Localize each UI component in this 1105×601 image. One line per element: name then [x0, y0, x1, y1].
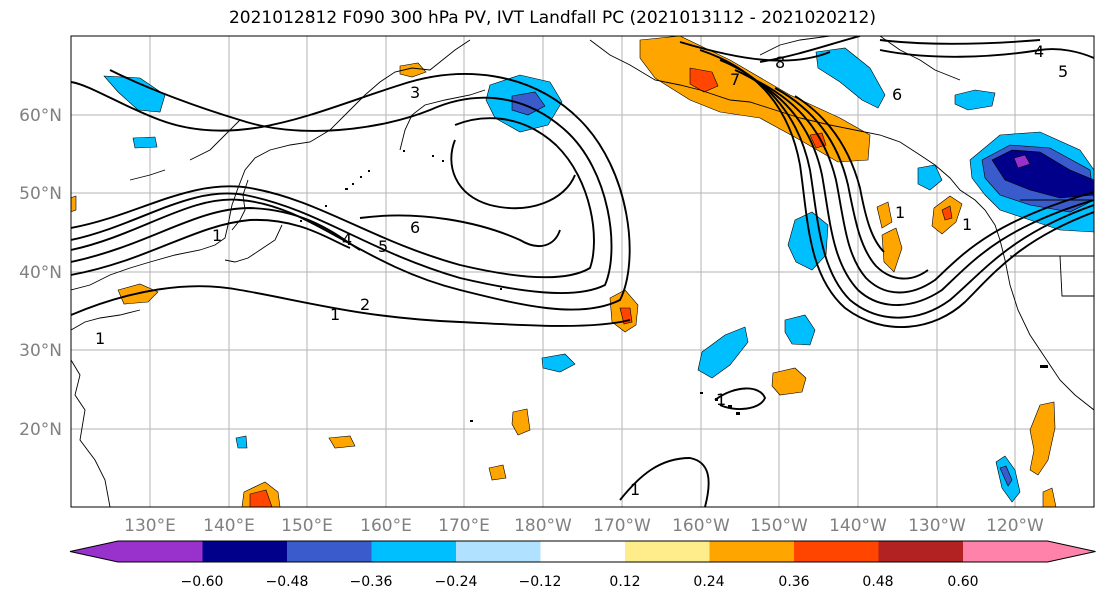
lon-tick-label: 130°E — [124, 516, 176, 536]
islands — [300, 150, 1048, 422]
lon-tick-label: 150°W — [750, 516, 808, 536]
colorbar-label: −0.48 — [266, 574, 309, 590]
contour-label: 1 — [716, 390, 726, 409]
colorbar-swatch — [118, 541, 203, 562]
negative-anomaly-blob — [815, 47, 886, 109]
contour-label: 1 — [330, 305, 340, 324]
colorbar-swatch — [287, 541, 372, 562]
colorbar-swatch — [456, 541, 541, 562]
colorbar-swatch — [625, 541, 710, 562]
contour-label: 1 — [962, 215, 972, 234]
lon-tick-label: 140°E — [203, 516, 255, 536]
colorbar-label: −0.36 — [350, 574, 393, 590]
contour-labels: 3 6 1 4 5 1 2 1 8 7 6 5 4 1 1 1 1 — [95, 42, 1068, 499]
colorbar-swatch — [540, 541, 626, 562]
colorbar-label: −0.24 — [435, 574, 478, 590]
contour-label: 1 — [95, 329, 105, 348]
coastlines — [71, 36, 1094, 507]
lat-tick-label: 40°N — [19, 263, 62, 283]
contour-label: 4 — [342, 230, 352, 249]
colorbar-label: −0.12 — [519, 574, 562, 590]
colorbar — [69, 540, 1096, 563]
contour-label: 7 — [730, 70, 740, 89]
positive-anomaly-blob — [689, 67, 719, 93]
colorbar-labels: −0.60 −0.48 −0.36 −0.24 −0.12 0.12 0.24 … — [181, 574, 979, 590]
positive-anomaly-blob — [771, 367, 807, 396]
colorbar-swatch — [709, 541, 795, 562]
negative-anomaly-blob — [999, 465, 1013, 487]
colorbar-label: 0.36 — [778, 574, 809, 590]
negative-anomaly-blob — [1013, 154, 1031, 169]
gridlines — [71, 36, 1094, 507]
negative-anomaly-blob — [103, 75, 166, 113]
lat-tick-label: 50°N — [19, 184, 62, 204]
colorbar-label: 0.48 — [862, 574, 893, 590]
colorbar-extend-min — [70, 541, 118, 562]
contour-label: 6 — [410, 218, 420, 237]
lat-tick-label: 30°N — [19, 341, 62, 361]
lon-tick-labels: 130°E 140°E 150°E 160°E 170°E 180°W 170°… — [124, 516, 1044, 536]
contour-label: 3 — [410, 83, 420, 102]
colorbar-outline — [69, 540, 1096, 563]
colorbar-swatch — [963, 541, 1048, 562]
colorbar-label: 0.24 — [693, 574, 724, 590]
negative-anomaly-blob — [917, 164, 943, 191]
pv-anomaly-fills — [71, 36, 1094, 507]
lat-tick-labels: 20°N 30°N 40°N 50°N 60°N — [19, 106, 62, 440]
lon-tick-label: 160°E — [360, 516, 412, 536]
lat-tick-label: 20°N — [19, 420, 62, 440]
lon-tick-label: 140°W — [829, 516, 887, 536]
lon-tick-label: 120°W — [986, 516, 1044, 536]
negative-anomaly-blob — [954, 89, 996, 111]
lon-tick-label: 170°W — [593, 516, 651, 536]
colorbar-swatch — [202, 541, 288, 562]
lon-tick-label: 150°E — [281, 516, 333, 536]
contour-label: 5 — [378, 237, 388, 256]
contour-label: 8 — [775, 53, 785, 72]
lon-tick-label: 130°W — [908, 516, 966, 536]
colorbar-swatch — [371, 541, 457, 562]
lon-tick-label: 160°W — [672, 516, 730, 536]
colorbar-extend-max — [1047, 541, 1096, 562]
positive-anomaly-blob — [1029, 401, 1056, 476]
positive-anomaly-blob — [328, 435, 356, 449]
colorbar-label: 0.12 — [609, 574, 640, 590]
positive-anomaly-blob — [639, 36, 871, 163]
negative-anomaly-blob — [541, 353, 576, 373]
contour-label: 2 — [360, 295, 370, 314]
contour-label: 1 — [212, 226, 222, 245]
positive-anomaly-blob — [71, 195, 77, 212]
positive-anomaly-blob — [249, 489, 273, 507]
positive-anomaly-blob — [1042, 487, 1057, 507]
map-frame — [70, 35, 1095, 508]
positive-anomaly-blob — [881, 227, 903, 273]
colorbar-label: −0.60 — [181, 574, 224, 590]
contour-label: 1 — [630, 480, 640, 499]
negative-anomaly-blob — [784, 314, 816, 346]
colorbar-label: 0.60 — [947, 574, 978, 590]
map-title: 2021012812 F090 300 hPa PV, IVT Landfall… — [228, 8, 876, 28]
negative-anomaly-blob — [235, 435, 248, 449]
positive-anomaly-blob — [876, 201, 893, 229]
positive-anomaly-blob — [488, 464, 507, 481]
negative-anomaly-blob — [697, 326, 749, 379]
contour-label: 1 — [895, 203, 905, 222]
contour-label: 4 — [1034, 42, 1044, 61]
positive-anomaly-blob — [399, 62, 427, 78]
positive-anomaly-blob — [941, 205, 953, 221]
lon-tick-label: 180°W — [514, 516, 572, 536]
contour-label: 6 — [892, 85, 902, 104]
contour-label: 5 — [1058, 62, 1068, 81]
colorbar-swatch — [794, 541, 879, 562]
pv-contours — [71, 36, 1094, 507]
negative-anomaly-blob — [132, 136, 158, 149]
colorbar-swatch — [878, 541, 964, 562]
lon-tick-label: 170°E — [438, 516, 490, 536]
lat-tick-label: 60°N — [19, 106, 62, 126]
positive-anomaly-blob — [511, 408, 531, 436]
